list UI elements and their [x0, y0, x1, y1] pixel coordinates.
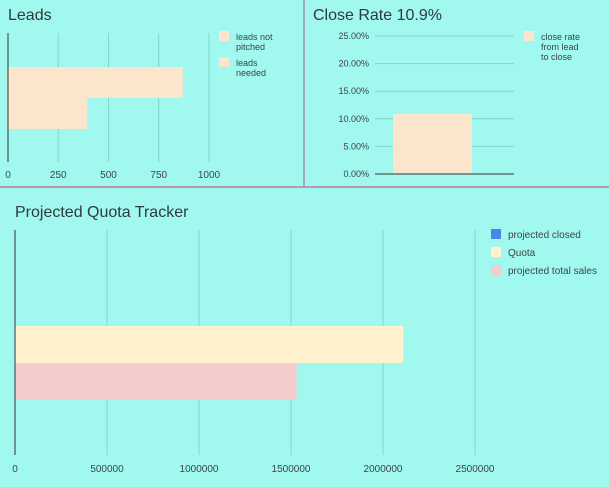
leads-legend-label: leads not [236, 32, 273, 42]
leads-legend-label: pitched [236, 42, 265, 52]
leads-legend-label: leads [236, 58, 258, 68]
leads-x-tick-label: 0 [5, 170, 11, 181]
quota-bar [15, 326, 404, 363]
close-rate-y-tick-label: 25.00% [338, 31, 369, 41]
leads-x-tick-label: 250 [50, 170, 67, 181]
quota-chart: 0 500000 1000000 1500000 2000000 2500000 proje… [12, 229, 597, 475]
quota-chart-title: Projected Quota Tracker [15, 204, 189, 221]
close-rate-chart-title: Close Rate 10.9% [313, 7, 442, 24]
quota-x-tick-label: 1000000 [180, 464, 219, 475]
close-rate-y-tick-label: 20.00% [338, 59, 369, 69]
close-rate-legend-swatch [524, 31, 534, 41]
leads-bar [8, 98, 88, 129]
quota-bar [15, 363, 297, 400]
quota-chart-panel: Projected Quota Tracker 0 500000 1000000 15… [0, 188, 609, 487]
panel-divider-vertical [303, 0, 305, 188]
leads-x-tick-label: 500 [100, 170, 117, 181]
panel-divider-horizontal [0, 186, 609, 188]
quota-legend-swatch [491, 265, 501, 275]
leads-legend-label: needed [236, 68, 266, 78]
leads-legend-swatch [219, 57, 229, 67]
close-rate-chart-panel: Close Rate 10.9% 0.00% 5.00% 10.00% 15.00% 2… [305, 0, 609, 186]
leads-x-tick-label: 1000 [198, 170, 221, 181]
close-rate-legend-label: from lead [541, 42, 579, 52]
close-rate-y-tick-label: 0.00% [343, 169, 369, 179]
leads-legend-swatch [219, 31, 229, 41]
quota-x-tick-label: 0 [12, 464, 18, 475]
quota-x-tick-label: 500000 [90, 464, 124, 475]
close-rate-y-tick-label: 10.00% [338, 114, 369, 124]
quota-legend-label: projected closed [508, 230, 581, 241]
leads-chart-panel: Leads 0 250 500 750 1000 leads not pitched lead… [0, 0, 303, 186]
quota-legend-swatch [491, 247, 501, 257]
quota-legend-label: projected total sales [508, 266, 597, 277]
quota-legend-label: Quota [508, 248, 536, 259]
quota-legend-swatch [491, 229, 501, 239]
quota-x-tick-label: 1500000 [272, 464, 311, 475]
close-rate-legend-label: close rate [541, 32, 580, 42]
leads-chart-title: Leads [8, 7, 52, 24]
close-rate-bar [393, 113, 472, 174]
quota-x-tick-label: 2000000 [364, 464, 403, 475]
quota-x-tick-label: 2500000 [456, 464, 495, 475]
close-rate-legend-label: to close [541, 52, 572, 62]
close-rate-chart: 0.00% 5.00% 10.00% 15.00% 20.00% 25.00% close … [338, 31, 580, 179]
leads-x-tick-label: 750 [150, 170, 167, 181]
close-rate-y-tick-label: 15.00% [338, 86, 369, 96]
close-rate-y-tick-label: 5.00% [343, 141, 369, 151]
leads-bar [8, 67, 183, 98]
